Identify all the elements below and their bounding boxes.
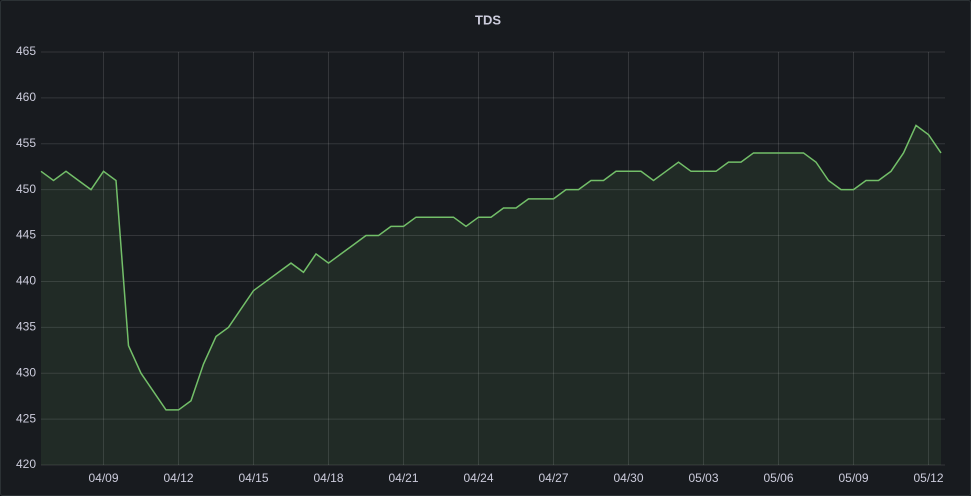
y-tick-label: 465 [16, 44, 36, 58]
x-tick-label: 04/30 [613, 471, 643, 485]
y-tick-label: 450 [16, 182, 36, 196]
x-tick-label: 04/18 [313, 471, 343, 485]
y-tick-label: 420 [16, 457, 36, 471]
y-tick-label: 425 [16, 411, 36, 425]
y-tick-label: 445 [16, 228, 36, 242]
y-tick-label: 440 [16, 274, 36, 288]
x-tick-label: 04/27 [538, 471, 568, 485]
y-tick-label: 460 [16, 90, 36, 104]
x-tick-label: 05/09 [838, 471, 868, 485]
area [41, 125, 941, 465]
y-tick-label: 435 [16, 320, 36, 334]
y-tick-label: 455 [16, 136, 36, 150]
x-tick-label: 05/06 [763, 471, 793, 485]
x-tick-label: 05/12 [913, 471, 943, 485]
x-tick-label: 05/03 [688, 471, 718, 485]
x-tick-label: 04/24 [463, 471, 493, 485]
x-tick-label: 04/15 [238, 471, 268, 485]
x-tick-label: 04/21 [388, 471, 418, 485]
x-tick-label: 04/12 [163, 471, 193, 485]
y-tick-label: 430 [16, 365, 36, 379]
chart-title: TDS [475, 12, 501, 27]
line [40, 124, 942, 411]
x-tick-label: 04/09 [88, 471, 118, 485]
